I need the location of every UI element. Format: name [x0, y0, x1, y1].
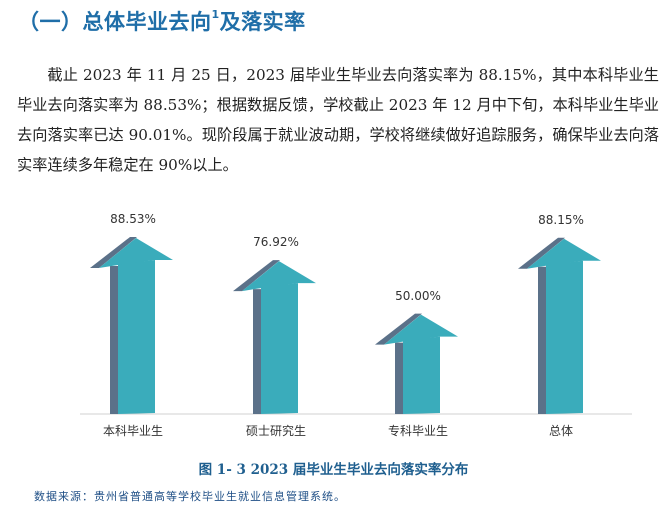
- category-label: 总体: [548, 424, 574, 438]
- arrow-bar-2: [233, 260, 316, 414]
- body-paragraph: 截止 2023 年 11 月 25 日，2023 届毕业生毕业去向落实率为 88…: [17, 60, 659, 180]
- category-label: 硕士研究生: [245, 424, 307, 438]
- heading-text-after: 及落实率: [219, 10, 306, 34]
- value-label: 88.53%: [110, 212, 156, 226]
- figure-caption: 图 1- 3 2023 届毕业生毕业去向落实率分布: [198, 462, 469, 478]
- heading-text: （一）总体毕业去向: [18, 10, 212, 34]
- arrow-bar-4: [518, 237, 601, 414]
- footnote-marker[interactable]: 1: [211, 8, 220, 21]
- arrow-bar-chart: 88.53% 本科毕业生 76.92% 硕士研究生 50.00% 专科毕业生 88.15% 总…: [0, 200, 667, 450]
- category-label: 专科毕业生: [387, 424, 449, 438]
- value-label: 76.92%: [253, 235, 299, 250]
- chart-canvas: [80, 237, 632, 415]
- arrow-bar-1: [90, 237, 173, 414]
- value-label: 50.00%: [395, 288, 441, 303]
- paragraph-text: 截止 2023 年 11 月 25 日，2023 届毕业生毕业去向落实率为 88…: [17, 66, 659, 174]
- arrow-bar-3: [375, 313, 458, 414]
- data-source-note: 数据来源：贵州省普通高等学校毕业生就业信息管理系统。: [34, 490, 346, 503]
- section-heading: （一）总体毕业去向1及落实率: [18, 6, 306, 36]
- category-label: 本科毕业生: [102, 424, 164, 438]
- value-label: 88.15%: [538, 212, 584, 227]
